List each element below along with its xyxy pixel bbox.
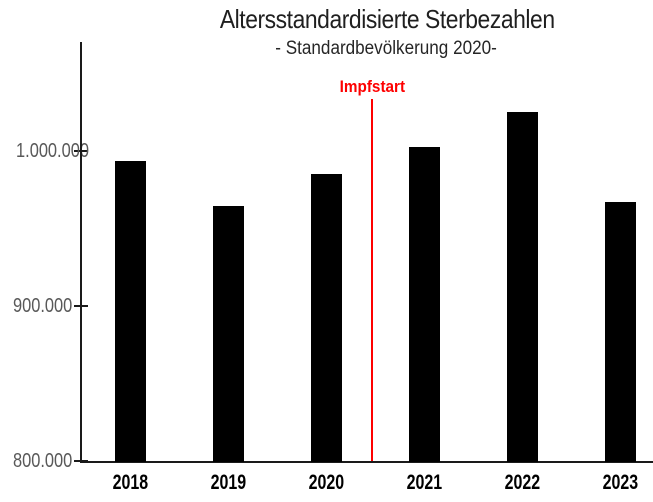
y-axis-tick-label: 800.000 — [0, 450, 73, 472]
y-axis-tick-label-text: 1.000.000 — [16, 139, 89, 162]
x-axis-label-2019: 2019 — [179, 471, 277, 495]
chart-subtitle: - Standardbevölkerung 2020- — [120, 38, 652, 60]
chart-title-text: Altersstandardisierte Sterbezahlen — [219, 4, 555, 34]
bar-2019 — [212, 206, 244, 462]
y-axis-tick-label: 900.000 — [0, 294, 73, 317]
x-axis-label-text: 2022 — [504, 471, 541, 494]
bar-2023 — [605, 201, 636, 462]
chart-subtitle-text: - Standardbevölkerung 2020- — [275, 38, 497, 59]
impfstart-label: Impfstart — [272, 77, 472, 97]
y-axis-tick-label-text: 900.000 — [13, 294, 73, 317]
x-axis — [80, 460, 653, 463]
impfstart-label-text: Impfstart — [339, 77, 405, 96]
x-axis-label-2021: 2021 — [375, 471, 473, 495]
x-axis-label-2022: 2022 — [473, 471, 571, 495]
x-axis-label-2018: 2018 — [81, 471, 179, 495]
bar-2021 — [408, 147, 440, 462]
x-axis-label-text: 2023 — [602, 471, 639, 494]
x-axis-label-2020: 2020 — [277, 471, 375, 495]
x-axis-label-text: 2019 — [210, 471, 246, 494]
y-axis-tick-label-text: 800.000 — [13, 450, 73, 472]
x-axis-label-text: 2020 — [308, 471, 344, 494]
y-axis-tick-label: 1.000.000 — [0, 141, 89, 161]
x-axis-label-text: 2018 — [112, 471, 148, 494]
bar-2022 — [506, 111, 538, 462]
y-axis — [80, 42, 83, 463]
x-axis-label-2023: 2023 — [572, 471, 653, 495]
bar-2020 — [310, 173, 342, 462]
bar-2018 — [114, 161, 146, 462]
x-axis-label-text: 2021 — [406, 471, 443, 494]
impfstart-line — [371, 99, 374, 461]
chart-title: Altersstandardisierte Sterbezahlen — [121, 4, 653, 35]
